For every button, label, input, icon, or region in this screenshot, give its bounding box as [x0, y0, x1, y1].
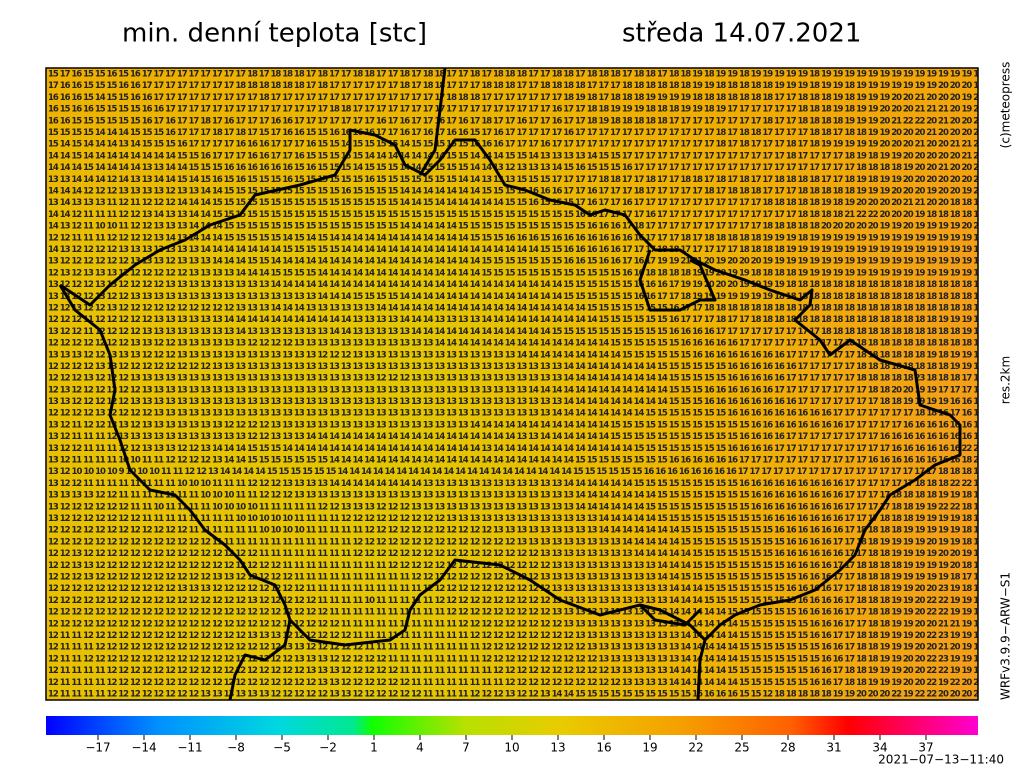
value-row: 12 12 12 12 12 12 12 12 12 12 12 12 12 1… [48, 608, 984, 618]
value-row: 12 11 11 12 12 12 12 12 12 12 12 12 12 1… [48, 631, 984, 641]
value-row: 13 13 12 12 13 12 12 13 13 13 13 13 13 1… [48, 292, 984, 302]
value-row: 12 11 11 12 12 12 12 12 12 12 12 12 12 1… [48, 654, 984, 664]
colorbar-tick-label: −11 [177, 741, 202, 755]
border [58, 284, 707, 647]
map-shade [46, 68, 978, 700]
border [638, 603, 702, 627]
border [228, 619, 292, 700]
value-row: 12 11 11 11 11 12 12 12 12 12 12 12 12 1… [48, 666, 984, 676]
value-row: 12 12 12 12 12 12 12 12 12 12 12 12 12 1… [48, 619, 984, 629]
colorbar-tick-label: 19 [642, 741, 657, 755]
colorbar-tick-label: −17 [85, 741, 110, 755]
value-grid: 15 17 16 15 15 16 15 16 17 17 17 17 17 1… [48, 70, 984, 700]
value-row: 12 12 12 12 13 12 12 12 12 13 13 13 13 1… [48, 409, 984, 419]
colorbar-tick-label: 34 [872, 741, 887, 755]
colorbar-tick-label: −2 [319, 741, 337, 755]
colorbar-tick-label: 31 [826, 741, 841, 755]
colorbar-ticks: −17 −14 −11 −8 −5 −2 1 4 7 10 13 16 19 22 25 28 31 34 37 [85, 735, 934, 755]
value-row: 12 11 11 11 11 12 12 12 12 12 12 12 12 1… [48, 690, 984, 700]
colorbar-tick-label: 25 [734, 741, 749, 755]
timestamp: 2021−07−13−11:40 [878, 753, 1004, 767]
side-label: res.2km [999, 356, 1013, 404]
border [418, 68, 447, 176]
value-row: 13 12 12 11 11 11 12 12 13 13 13 12 12 1… [48, 444, 984, 454]
value-row: 13 12 12 12 12 12 12 12 11 11 11 11 11 1… [48, 514, 984, 524]
value-row: 12 11 11 11 12 12 12 12 12 12 12 12 12 1… [48, 643, 984, 653]
side-label: (c)meteopress [999, 62, 1013, 149]
side-label: WRFv3.9.9−ARW−S1 [999, 572, 1013, 700]
value-row: 12 12 12 12 12 12 12 12 12 12 12 12 12 1… [48, 596, 984, 606]
value-row: 13 12 12 12 13 13 12 12 12 12 13 13 13 1… [48, 280, 984, 290]
value-row: 16 16 15 15 15 15 15 15 16 17 16 17 17 1… [48, 116, 984, 126]
colorbar-tick-label: −5 [273, 741, 291, 755]
value-row: 15 15 15 15 14 14 14 15 15 15 16 17 17 1… [48, 128, 984, 138]
date: středa 14.07.2021 [622, 19, 861, 49]
colorbar-tick-label: 37 [918, 741, 933, 755]
value-row: 12 12 12 13 12 12 12 12 12 12 12 12 12 1… [48, 573, 984, 583]
colorbar-tick-label: 7 [462, 741, 470, 755]
value-row: 13 12 11 11 11 11 10 10 11 11 12 12 12 1… [48, 456, 984, 466]
value-row: 13 13 13 12 12 13 13 13 12 12 12 13 13 1… [48, 350, 984, 360]
value-row: 16 15 16 16 15 15 15 15 16 16 17 17 17 1… [48, 105, 984, 115]
value-row: 13 12 11 12 12 13 13 12 13 13 13 13 13 1… [48, 420, 984, 430]
value-row: 12 12 12 11 12 12 12 12 12 13 13 13 13 1… [48, 315, 984, 325]
value-row: 12 11 11 11 11 12 12 12 12 12 12 12 12 1… [48, 678, 984, 688]
value-row: 12 12 12 13 12 12 12 13 13 13 13 13 13 1… [48, 374, 984, 384]
value-row: 13 12 12 12 12 12 12 11 11 10 11 11 11 1… [48, 502, 984, 512]
value-row: 12 12 12 12 13 13 12 12 12 12 12 12 12 1… [48, 362, 984, 372]
value-row: 12 12 12 12 12 12 12 12 12 12 12 13 13 1… [48, 584, 984, 594]
colorbar-tick-label: 4 [416, 741, 424, 755]
value-row: 12 12 11 11 11 12 12 12 12 13 14 13 14 1… [48, 233, 984, 243]
value-row: 14 14 12 11 11 11 12 12 13 14 13 13 14 1… [48, 210, 984, 220]
value-row: 13 13 13 13 12 12 11 11 11 11 11 11 11 1… [48, 491, 984, 501]
value-row: 12 12 12 12 12 12 12 13 13 12 12 13 13 1… [48, 339, 984, 349]
value-row: 15 14 15 14 14 14 13 14 15 15 15 16 17 1… [48, 140, 984, 150]
value-row: 13 12 12 11 12 12 12 12 13 13 13 13 13 1… [48, 327, 984, 337]
value-row: 14 14 15 14 14 14 14 14 14 14 14 15 15 1… [48, 151, 984, 161]
value-row: 12 13 12 12 12 12 12 12 13 13 13 13 13 1… [48, 385, 984, 395]
title: min. denní teplota [stc] [122, 19, 427, 49]
colorbar-tick-label: −14 [131, 741, 156, 755]
value-row: 12 12 13 12 12 13 12 12 12 12 12 12 12 1… [48, 303, 984, 313]
border [59, 128, 962, 700]
value-row: 13 13 12 12 12 12 12 13 13 13 13 13 13 1… [48, 397, 984, 407]
borders [58, 68, 962, 700]
value-row: 14 14 14 15 14 14 14 14 13 13 14 14 15 1… [48, 163, 984, 173]
value-row: 16 16 16 15 14 15 15 16 16 17 17 17 17 1… [48, 93, 984, 103]
colorbar-tick-label: 1 [370, 741, 378, 755]
value-row: 12 13 12 13 13 13 12 12 12 12 12 12 13 1… [48, 268, 984, 278]
map-frame [45, 67, 979, 701]
value-row: 12 12 13 13 12 12 12 12 12 12 12 12 12 1… [48, 561, 984, 571]
colorbar [46, 716, 978, 735]
colorbar-tick-label: −8 [227, 741, 245, 755]
value-row: 13 13 14 14 14 12 14 13 13 14 14 15 14 1… [48, 175, 984, 185]
colorbar-tick-label: 22 [688, 741, 703, 755]
value-row: 13 12 10 10 10 10 9 10 10 10 11 11 12 12… [48, 467, 984, 477]
value-row: 14 13 12 11 10 10 11 12 12 13 13 13 14 1… [48, 222, 984, 232]
value-row: 13 12 12 12 12 12 12 13 13 13 12 13 13 1… [48, 257, 984, 267]
value-row: 17 16 16 15 15 15 16 16 17 17 17 17 17 1… [48, 81, 984, 91]
map: 15 17 16 15 15 16 15 16 17 17 17 17 17 1… [46, 68, 984, 700]
value-row: 14 13 12 12 12 12 13 13 13 13 13 13 13 1… [48, 245, 984, 255]
value-row: 12 12 12 12 12 12 12 12 12 12 12 12 12 1… [48, 537, 984, 547]
value-row: 15 17 16 15 15 16 15 16 17 17 17 17 17 1… [48, 70, 984, 80]
value-row: 13 12 12 11 11 11 11 11 11 11 11 10 10 1… [48, 479, 984, 489]
value-row: 12 12 13 12 12 12 12 12 12 12 12 12 12 1… [48, 549, 984, 559]
value-row: 12 12 12 12 12 12 12 12 12 12 12 12 11 1… [48, 526, 984, 536]
border [638, 249, 717, 312]
value-row: 14 14 14 12 12 12 13 13 13 13 12 13 13 1… [48, 186, 984, 196]
colorbar-tick-label: 16 [596, 741, 611, 755]
value-row: 13 12 11 11 11 12 13 13 13 13 13 13 13 1… [48, 432, 984, 442]
colorbar-tick-label: 13 [550, 741, 565, 755]
colorbar-tick-label: 28 [780, 741, 795, 755]
value-row: 13 14 13 13 13 11 12 11 12 12 12 14 14 1… [48, 198, 984, 208]
colorbar-tick-label: 10 [504, 741, 519, 755]
